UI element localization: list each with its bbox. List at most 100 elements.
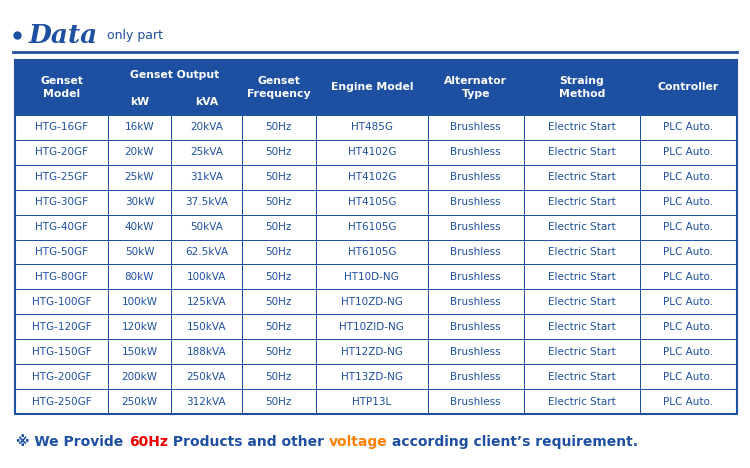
Bar [108,264,171,289]
Bar [316,264,428,289]
Text: HT6105G: HT6105G [347,247,396,257]
Bar [427,339,524,364]
Bar [640,389,736,414]
Text: HTG-50GF: HTG-50GF [35,247,88,257]
Text: Electric Start: Electric Start [548,172,616,182]
Bar [242,165,316,190]
Bar [524,339,640,364]
Text: PLC Auto.: PLC Auto. [664,347,713,357]
Bar [427,264,524,289]
Text: PLC Auto.: PLC Auto. [664,147,713,157]
Bar [316,140,428,165]
Bar [242,60,316,115]
Text: 50kVA: 50kVA [190,222,223,232]
Text: HTG-100GF: HTG-100GF [32,297,92,307]
Text: Genset Output: Genset Output [130,70,220,80]
Text: only part: only part [106,29,163,42]
Bar [171,264,242,289]
Text: 50Hz: 50Hz [266,372,292,382]
Bar [15,140,108,165]
Bar [524,165,640,190]
Bar [242,190,316,215]
Text: Electric Start: Electric Start [548,347,616,357]
Bar [171,90,242,115]
Text: Brushless: Brushless [451,322,501,332]
Bar [316,215,428,240]
Text: kW: kW [130,97,149,108]
Bar [316,190,428,215]
Text: 50Hz: 50Hz [266,397,292,407]
Text: 50Hz: 50Hz [266,272,292,282]
Bar [108,240,171,264]
Bar [171,190,242,215]
Text: HTP13L: HTP13L [352,397,392,407]
Bar [640,314,736,339]
Bar [524,140,640,165]
Text: Brushless: Brushless [451,197,501,207]
Text: 25kVA: 25kVA [190,147,223,157]
Bar [524,115,640,140]
Bar [171,165,242,190]
Text: 60Hz: 60Hz [129,435,167,449]
Bar [242,339,316,364]
Bar [640,165,736,190]
Bar [427,140,524,165]
Bar [108,190,171,215]
Bar [108,115,171,140]
Text: 100kW: 100kW [122,297,158,307]
Bar [316,165,428,190]
Text: HTG-20GF: HTG-20GF [35,147,88,157]
Bar [524,215,640,240]
Bar [640,215,736,240]
Text: HT485G: HT485G [351,122,393,132]
Text: Electric Start: Electric Start [548,322,616,332]
Text: according client’s requirement.: according client’s requirement. [387,435,638,449]
Text: HTG-120GF: HTG-120GF [32,322,92,332]
Bar [242,264,316,289]
Text: 80kW: 80kW [124,272,154,282]
Text: Electric Start: Electric Start [548,222,616,232]
Text: Controller: Controller [658,82,719,92]
Bar [640,289,736,314]
Bar [15,240,108,264]
Bar [15,60,736,414]
Bar [640,364,736,389]
Text: Alternator
Type: Alternator Type [444,76,507,99]
Bar [108,90,171,115]
Text: 50Hz: 50Hz [266,147,292,157]
Text: 31kVA: 31kVA [190,172,223,182]
Text: 312kVA: 312kVA [187,397,226,407]
Bar [242,389,316,414]
Text: Electric Start: Electric Start [548,197,616,207]
Bar [108,364,171,389]
Bar [427,314,524,339]
Text: 20kW: 20kW [124,147,154,157]
Text: 100kVA: 100kVA [187,272,226,282]
Bar [108,60,242,90]
Bar [108,314,171,339]
Text: Engine Model: Engine Model [331,82,413,92]
Text: 150kVA: 150kVA [187,322,226,332]
Bar [171,339,242,364]
Text: Electric Start: Electric Start [548,297,616,307]
Text: 250kVA: 250kVA [187,372,226,382]
Bar [15,289,108,314]
Bar [640,190,736,215]
Text: PLC Auto.: PLC Auto. [664,247,713,257]
Text: HT4102G: HT4102G [347,172,396,182]
Bar [640,264,736,289]
Text: HTG-16GF: HTG-16GF [35,122,88,132]
Bar [427,364,524,389]
Bar [108,165,171,190]
Text: PLC Auto.: PLC Auto. [664,322,713,332]
Text: 50Hz: 50Hz [266,197,292,207]
Bar [15,190,108,215]
Text: Brushless: Brushless [451,297,501,307]
Text: Electric Start: Electric Start [548,272,616,282]
Text: Brushless: Brushless [451,222,501,232]
Bar [427,389,524,414]
Bar [242,115,316,140]
Text: HTG-40GF: HTG-40GF [35,222,88,232]
Text: Electric Start: Electric Start [548,247,616,257]
Text: 50Hz: 50Hz [266,122,292,132]
